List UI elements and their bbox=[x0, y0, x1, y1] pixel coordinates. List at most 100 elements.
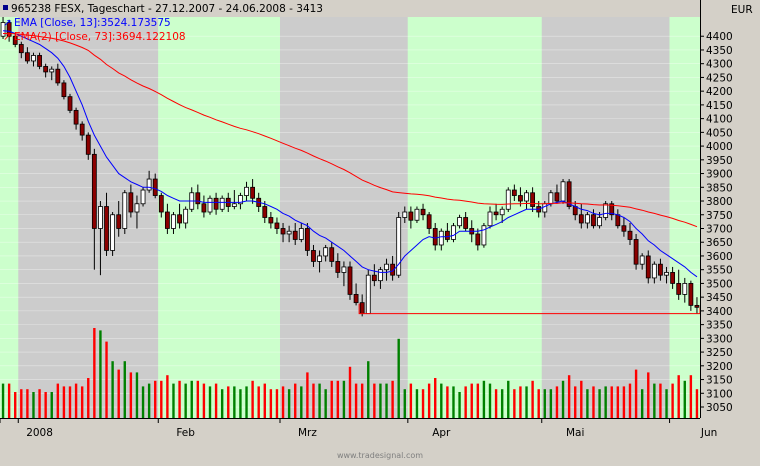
volume-bar bbox=[659, 383, 662, 418]
candle-body bbox=[347, 266, 353, 295]
candle-body bbox=[195, 192, 201, 205]
volume-bar bbox=[574, 386, 577, 418]
candle-body bbox=[85, 134, 91, 155]
price-axis-panel bbox=[700, 0, 760, 462]
candle-body bbox=[444, 230, 450, 240]
volume-bar bbox=[452, 386, 455, 418]
candle-body bbox=[171, 214, 176, 229]
candle-body bbox=[24, 52, 30, 62]
candle-body bbox=[359, 302, 365, 315]
volume-bar bbox=[38, 389, 41, 418]
volume-bar bbox=[500, 389, 504, 418]
candle-body bbox=[0, 22, 6, 37]
volume-bar bbox=[494, 389, 498, 418]
volume-bar bbox=[354, 383, 358, 418]
candlesticks bbox=[0, 17, 700, 317]
volume-bar bbox=[62, 386, 66, 418]
volume-bar bbox=[190, 380, 193, 418]
currency-label: EUR bbox=[731, 4, 753, 16]
volume-bar bbox=[269, 389, 273, 418]
volume-bar bbox=[318, 383, 321, 418]
candle-body bbox=[219, 197, 225, 210]
volume-bar bbox=[99, 330, 102, 418]
price-tick-label: 3700 bbox=[706, 223, 733, 235]
price-tick-label: 4050 bbox=[706, 127, 733, 139]
volume-bar bbox=[172, 383, 175, 418]
volume-bar bbox=[294, 383, 297, 418]
candle-body bbox=[12, 35, 18, 45]
candle-body bbox=[572, 206, 578, 216]
date-tick-label: Jun bbox=[700, 427, 717, 439]
candle-body bbox=[183, 208, 189, 224]
volume-bar bbox=[342, 380, 346, 418]
candle-body bbox=[524, 192, 529, 202]
candle-body bbox=[530, 192, 536, 207]
volume-bar bbox=[683, 380, 686, 418]
price-tick-label: 3550 bbox=[706, 265, 733, 277]
price-tick-label: 4300 bbox=[706, 59, 733, 71]
volume-bar bbox=[482, 380, 486, 418]
month-band bbox=[280, 17, 408, 418]
price-tick-label: 4250 bbox=[706, 72, 733, 84]
price-tick-label: 3150 bbox=[706, 375, 733, 387]
volume-bar bbox=[281, 386, 285, 418]
volume-bars bbox=[1, 328, 699, 418]
candle-body bbox=[688, 283, 694, 306]
volume-bar bbox=[549, 389, 553, 418]
price-tick-label: 3250 bbox=[706, 347, 733, 359]
volume-bar bbox=[26, 389, 29, 418]
ema13-line bbox=[2, 30, 698, 278]
candle-body bbox=[79, 123, 85, 136]
candle-body bbox=[554, 192, 560, 202]
volume-bar bbox=[306, 372, 309, 418]
volume-bar bbox=[233, 386, 236, 418]
volume-bar bbox=[592, 386, 595, 418]
volume-bar bbox=[555, 386, 559, 418]
volume-bar bbox=[1, 383, 5, 418]
candle-body bbox=[378, 269, 383, 282]
ema13-marker-icon: ↗ bbox=[3, 17, 12, 29]
candle-body bbox=[152, 178, 158, 196]
price-axis: 4400435043004250420041504100405040003950… bbox=[700, 0, 760, 462]
candle-body bbox=[274, 222, 280, 229]
volume-bar bbox=[129, 372, 133, 418]
candle-body bbox=[91, 153, 97, 229]
candle-body bbox=[676, 283, 682, 295]
candle-body bbox=[128, 192, 134, 213]
volume-bar bbox=[537, 389, 540, 418]
price-tick-label: 4350 bbox=[706, 45, 733, 57]
volume-bar bbox=[458, 392, 461, 418]
candle-body bbox=[591, 214, 596, 227]
price-tick-label: 3750 bbox=[706, 210, 733, 222]
volume-bar bbox=[141, 386, 145, 418]
candle-body bbox=[110, 214, 116, 251]
candle-body bbox=[177, 214, 182, 224]
volume-bar bbox=[135, 372, 139, 418]
volume-bar bbox=[336, 380, 340, 418]
volume-bar bbox=[561, 380, 565, 418]
volume-bar bbox=[634, 369, 638, 418]
candle-body bbox=[158, 195, 164, 213]
volume-bar bbox=[391, 380, 394, 418]
volume-bar bbox=[166, 375, 169, 418]
volume-bar bbox=[622, 386, 626, 418]
candle-body bbox=[73, 109, 79, 125]
volume-bar bbox=[440, 383, 443, 418]
candle-body bbox=[371, 274, 377, 282]
volume-bar bbox=[610, 386, 613, 418]
price-tick-label: 3450 bbox=[706, 292, 733, 304]
volume-bar bbox=[68, 386, 72, 418]
candle-body bbox=[511, 189, 517, 196]
price-tick-label: 3600 bbox=[706, 251, 733, 263]
volume-bar bbox=[403, 389, 406, 418]
price-tick-label: 3400 bbox=[706, 306, 733, 318]
candle-body bbox=[55, 68, 61, 84]
volume-bar bbox=[373, 383, 376, 418]
candle-body bbox=[98, 206, 103, 229]
volume-bar bbox=[434, 378, 437, 418]
volume-bar bbox=[397, 338, 400, 418]
candle-body bbox=[481, 225, 487, 246]
price-tick-label: 3350 bbox=[706, 320, 733, 332]
candle-body bbox=[134, 203, 140, 213]
